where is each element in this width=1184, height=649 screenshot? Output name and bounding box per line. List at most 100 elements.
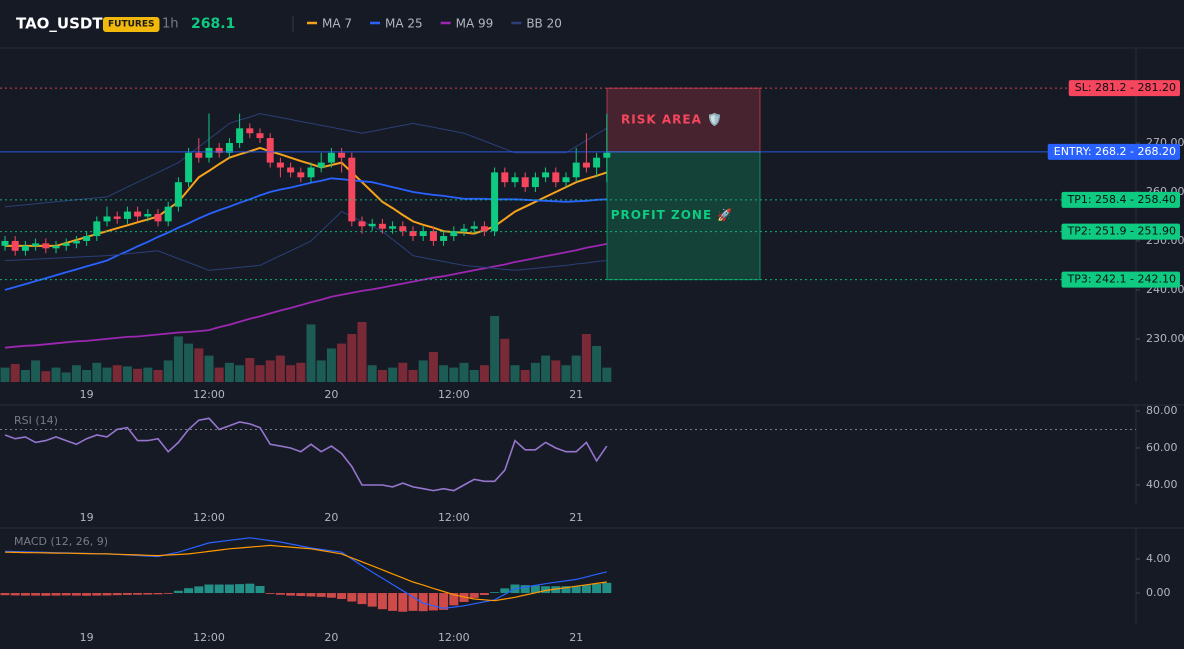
volume-bar (561, 365, 571, 382)
candle-body (440, 236, 448, 241)
candle-body (450, 231, 458, 237)
x-tick-label: 19 (80, 388, 94, 401)
y-tick-label: 40.00 (1146, 478, 1178, 491)
histogram-bar (204, 584, 214, 594)
volume-bar (357, 322, 367, 382)
candle-body (276, 162, 284, 168)
volume-bar (377, 370, 387, 382)
candle-body (582, 162, 590, 168)
candle-body (215, 147, 223, 153)
rsi-line (4, 417, 608, 492)
candle-body (572, 162, 580, 178)
x-tick-label: 20 (324, 388, 338, 401)
histogram-bar (439, 593, 449, 610)
volume-bar (0, 367, 10, 382)
candle-body (144, 214, 152, 217)
volume-bar (204, 355, 214, 382)
volume-bar (214, 367, 224, 382)
candle-body (521, 177, 529, 188)
candle-body (368, 223, 376, 227)
y-tick-label: 0.00 (1146, 586, 1171, 599)
x-tick-label: 12:00 (193, 631, 225, 644)
volume-bar (255, 365, 265, 382)
x-tick-label: 20 (324, 511, 338, 524)
candle-body (491, 172, 499, 232)
candle-body (552, 172, 560, 183)
bb-lower (4, 210, 607, 271)
y-tick-label: 60.00 (1146, 441, 1178, 454)
candle-body (134, 211, 142, 217)
histogram-bar (10, 593, 20, 596)
candle-body (32, 243, 40, 246)
volume-bar (133, 368, 143, 382)
candle-body (42, 243, 50, 249)
histogram-bar (20, 593, 30, 596)
volume-bar (51, 367, 61, 382)
x-tick-label: 20 (324, 631, 338, 644)
candle-body (83, 236, 91, 241)
candle-body (225, 143, 233, 153)
candle-body (593, 157, 601, 168)
histogram-bar (153, 593, 163, 595)
volume-bar (296, 362, 306, 382)
histogram-bar (71, 593, 81, 596)
candle-body (62, 243, 70, 246)
legend-label: MA 99 (456, 17, 494, 31)
volume-bar (418, 360, 428, 382)
candle-body (531, 177, 539, 188)
volume-bar (398, 362, 408, 382)
histogram-bar (449, 593, 459, 606)
candle-body (327, 152, 335, 163)
x-tick-label: 12:00 (193, 511, 225, 524)
x-tick-label: 21 (569, 511, 583, 524)
level-tag-bg (1068, 80, 1180, 97)
histogram-bar (337, 593, 347, 599)
histogram-bar (41, 593, 51, 596)
x-tick-label: 19 (80, 511, 94, 524)
histogram-bar (235, 584, 245, 594)
histogram-bar (245, 583, 255, 594)
bb-upper (4, 113, 608, 208)
volume-bar (153, 370, 163, 382)
histogram-bar (173, 590, 183, 594)
level-tag-bg (1061, 271, 1180, 288)
histogram-bar (530, 585, 540, 594)
volume-bar (184, 343, 194, 382)
candle-body (378, 223, 386, 229)
candle-body (358, 221, 366, 227)
candle-body (195, 152, 203, 158)
volume-bar (224, 362, 234, 382)
zone (606, 151, 761, 281)
level-tag: TP1: 258.4 - 258.40 (1067, 193, 1177, 206)
histogram-bar (520, 585, 530, 594)
x-tick-label: 12:00 (193, 388, 225, 401)
x-tick-label: 21 (569, 631, 583, 644)
candle-body (348, 157, 356, 222)
volume-bar (602, 367, 612, 382)
histogram-bar (92, 593, 102, 596)
candle-body (307, 167, 315, 178)
histogram-bar (551, 586, 561, 594)
volume-bar (581, 334, 591, 382)
candle-body (603, 152, 611, 158)
histogram-bar (326, 593, 336, 598)
volume-bar (143, 367, 153, 382)
x-tick-label: 21 (569, 388, 583, 401)
volume-bar (337, 343, 347, 382)
histogram-bar (133, 593, 143, 595)
candle-body (511, 177, 519, 183)
volume-bar (388, 367, 398, 382)
volume-bar (275, 355, 285, 382)
volume-bar (326, 348, 336, 382)
ma-line (4, 243, 607, 349)
candle-body (389, 226, 397, 229)
histogram-bar (581, 585, 591, 594)
candle-body (21, 245, 29, 251)
last-price: 268.1 (191, 16, 235, 32)
x-tick-label: 19 (80, 631, 94, 644)
volume-bar (520, 370, 530, 382)
histogram-bar (347, 593, 357, 602)
candle-body (419, 231, 427, 237)
volume-bar (41, 371, 51, 382)
